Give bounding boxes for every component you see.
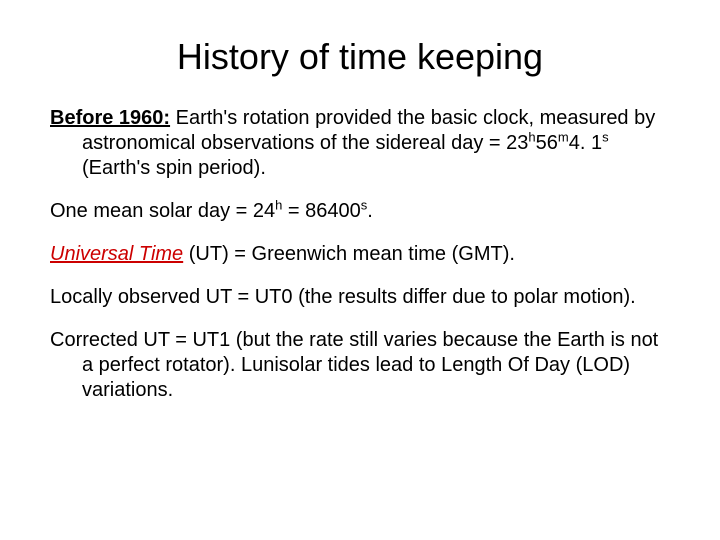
term-universal-time: Universal Time (50, 243, 183, 265)
paragraph-universal-time: Universal Time (UT) = Greenwich mean tim… (50, 242, 670, 267)
sup-s-1: s (602, 129, 609, 144)
p2-text-b: = 86400 (282, 200, 360, 222)
p1-text-d: (Earth's spin period). (82, 157, 266, 179)
paragraph-ut0: Locally observed UT = UT0 (the results d… (50, 285, 670, 310)
p1-text-b: 56 (536, 132, 558, 154)
paragraph-before-1960: Before 1960: Earth's rotation provided t… (50, 106, 670, 181)
paragraph-ut1: Corrected UT = UT1 (but the rate still v… (50, 328, 670, 403)
slide-title: History of time keeping (50, 36, 670, 78)
p3-rest: (UT) = Greenwich mean time (GMT). (183, 243, 515, 265)
p2-text-c: . (367, 200, 373, 222)
p2-text-a: One mean solar day = 24 (50, 200, 275, 222)
lead-before-1960: Before 1960: (50, 107, 170, 129)
p1-text-c: 4. 1 (569, 132, 602, 154)
sup-h-1: h (528, 129, 535, 144)
sup-m: m (558, 129, 569, 144)
paragraph-solar-day: One mean solar day = 24h = 86400s. (50, 199, 670, 224)
slide-container: History of time keeping Before 1960: Ear… (0, 0, 720, 540)
